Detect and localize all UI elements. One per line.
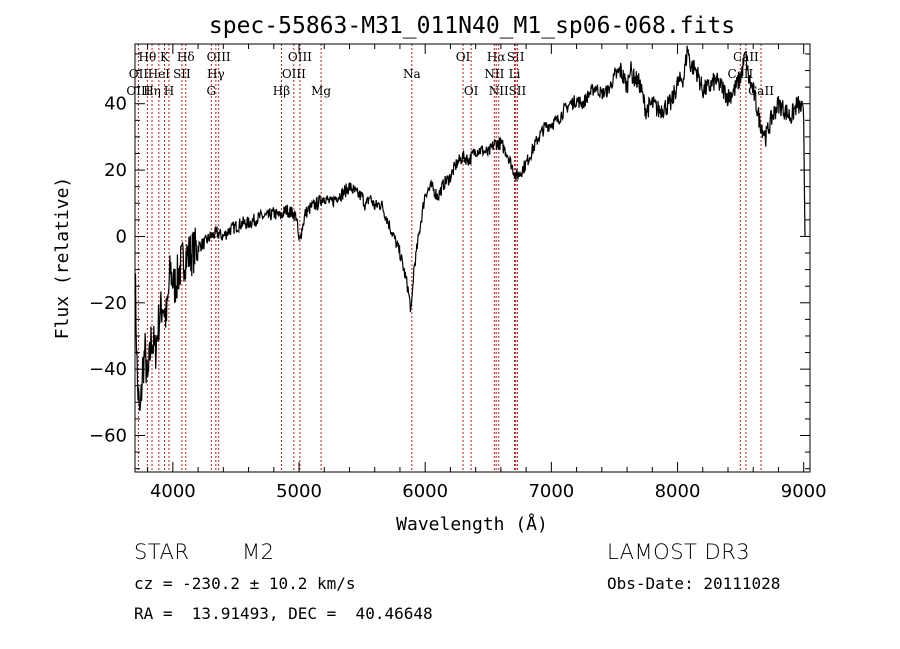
chart-title: spec-55863-M31_011N40_M1_sp06-068.fits xyxy=(209,13,735,39)
spectral-line-label: Hθ xyxy=(139,50,157,64)
spectral-line-label: OIII xyxy=(288,50,312,64)
x-axis-label: Wavelength (Å) xyxy=(396,513,548,535)
spectral-line-label: OI xyxy=(464,84,479,98)
spectral-line-label: OIII xyxy=(207,50,231,64)
spectral-line-label: K xyxy=(160,50,170,64)
coordinates: RA = 13.91493, DEC = 40.46648 xyxy=(134,604,433,623)
x-tick-label: 4000 xyxy=(150,481,196,502)
x-tick-label: 7000 xyxy=(528,481,574,502)
flux-series-line xyxy=(134,45,806,411)
y-tick-label: −60 xyxy=(89,426,127,447)
x-tick-label: 8000 xyxy=(655,481,701,502)
spectral-line-label: OIII xyxy=(126,84,150,98)
spectral-line-label: OI xyxy=(456,50,471,64)
spectral-line-label: Hα xyxy=(487,50,506,64)
y-axis-label: Flux (relative) xyxy=(52,177,73,340)
spectral-line-label: NII xyxy=(484,67,504,81)
spectral-line-label: OIII xyxy=(282,67,306,81)
redshift-velocity: cz = -230.2 ± 10.2 km/s xyxy=(134,574,356,593)
spectral-line-label: Na xyxy=(403,67,421,81)
spectral-line-label: SII xyxy=(173,67,191,81)
spectral-line-label: NII xyxy=(489,84,509,98)
x-tick-label: 5000 xyxy=(276,481,322,502)
spectral-line-label: HeI xyxy=(148,67,171,81)
spectral-line-label: Hβ xyxy=(273,84,290,98)
y-tick-label: 0 xyxy=(116,226,127,247)
spectral-line-label: OII xyxy=(129,67,149,81)
plot-frame xyxy=(134,43,811,473)
x-tick-label: 6000 xyxy=(402,481,448,502)
spectral-line-label: Hδ xyxy=(177,50,195,64)
y-tick-label: −40 xyxy=(89,359,127,380)
observation-date: Obs-Date: 20111028 xyxy=(607,574,781,593)
spectral-line-label: Mg xyxy=(311,84,331,98)
spectral-line-label: Hη xyxy=(143,84,161,98)
spectral-line-label: H xyxy=(164,84,174,98)
x-tick-label: 9000 xyxy=(781,481,827,502)
y-tick-label: 20 xyxy=(104,160,127,181)
y-tick-label: −20 xyxy=(89,293,127,314)
object-subclass: M2 xyxy=(242,540,275,564)
spectral-line-label: Hγ xyxy=(207,67,225,81)
spectral-line-markers: Hθ OII OIII K HeI Hη Hδ SII H OIII Hγ G OIII OIII Hβ Mg… xyxy=(126,44,774,472)
y-tick-label: 40 xyxy=(104,94,127,115)
spectral-line-label: SII xyxy=(509,84,527,98)
spectral-line-label: G xyxy=(207,84,217,98)
spectral-line-label: SII xyxy=(507,50,525,64)
axis-ticks: 4000 5000 6000 7000 8000 9000 −60 −40 −20 0 20 40 xyxy=(89,44,827,502)
object-class: STAR xyxy=(134,540,190,564)
spectral-line-label: Li xyxy=(509,67,521,81)
survey-name: LAMOST DR3 xyxy=(607,540,751,564)
